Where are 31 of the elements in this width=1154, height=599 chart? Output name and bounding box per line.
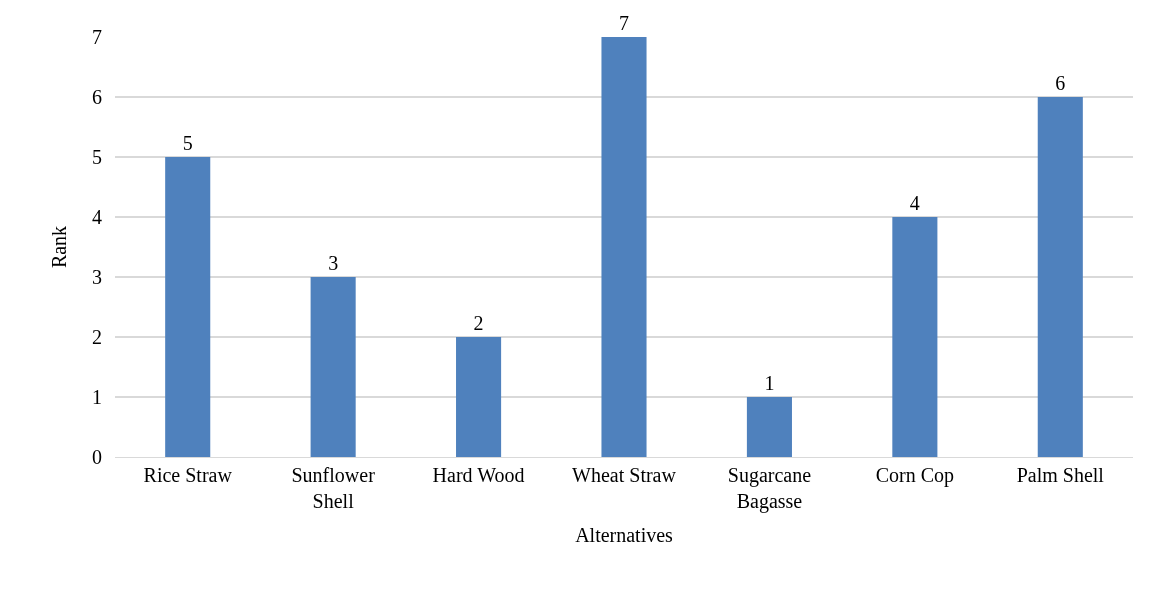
x-tick-label: Hard Wood (432, 464, 525, 486)
data-label: 7 (619, 12, 629, 34)
y-tick-label: 4 (92, 206, 102, 228)
x-tick-label: Sunflower Shell (291, 464, 376, 512)
y-tick-label: 2 (92, 326, 102, 348)
x-axis-title: Alternatives (575, 523, 674, 546)
y-tick-label: 0 (92, 446, 102, 468)
data-label: 4 (909, 192, 920, 214)
bar (456, 337, 502, 457)
x-tick-label: Wheat Straw (572, 464, 677, 486)
bar (892, 217, 938, 457)
y-tick-label: 3 (92, 266, 102, 288)
bar (165, 157, 211, 457)
x-tick-label: Palm Shell (1016, 464, 1105, 486)
bar (601, 37, 647, 457)
y-tick-label: 5 (92, 146, 102, 168)
x-tick-label: Sugarcane Bagasse (727, 464, 812, 513)
y-axis-title: Rank (47, 225, 70, 269)
x-tick-label: Corn Cop (875, 464, 955, 487)
data-label: 3 (328, 252, 339, 274)
data-label: 5 (182, 132, 193, 154)
y-tick-label: 7 (92, 26, 102, 48)
bar (310, 277, 356, 457)
bar (1037, 97, 1083, 457)
y-tick-label: 1 (92, 386, 102, 408)
data-label: 2 (473, 312, 484, 334)
y-tick-label: 6 (92, 86, 102, 108)
data-label: 6 (1055, 72, 1066, 94)
bar (746, 397, 792, 457)
x-tick-label: Rice Straw (143, 464, 233, 486)
data-label: 1 (764, 372, 775, 394)
